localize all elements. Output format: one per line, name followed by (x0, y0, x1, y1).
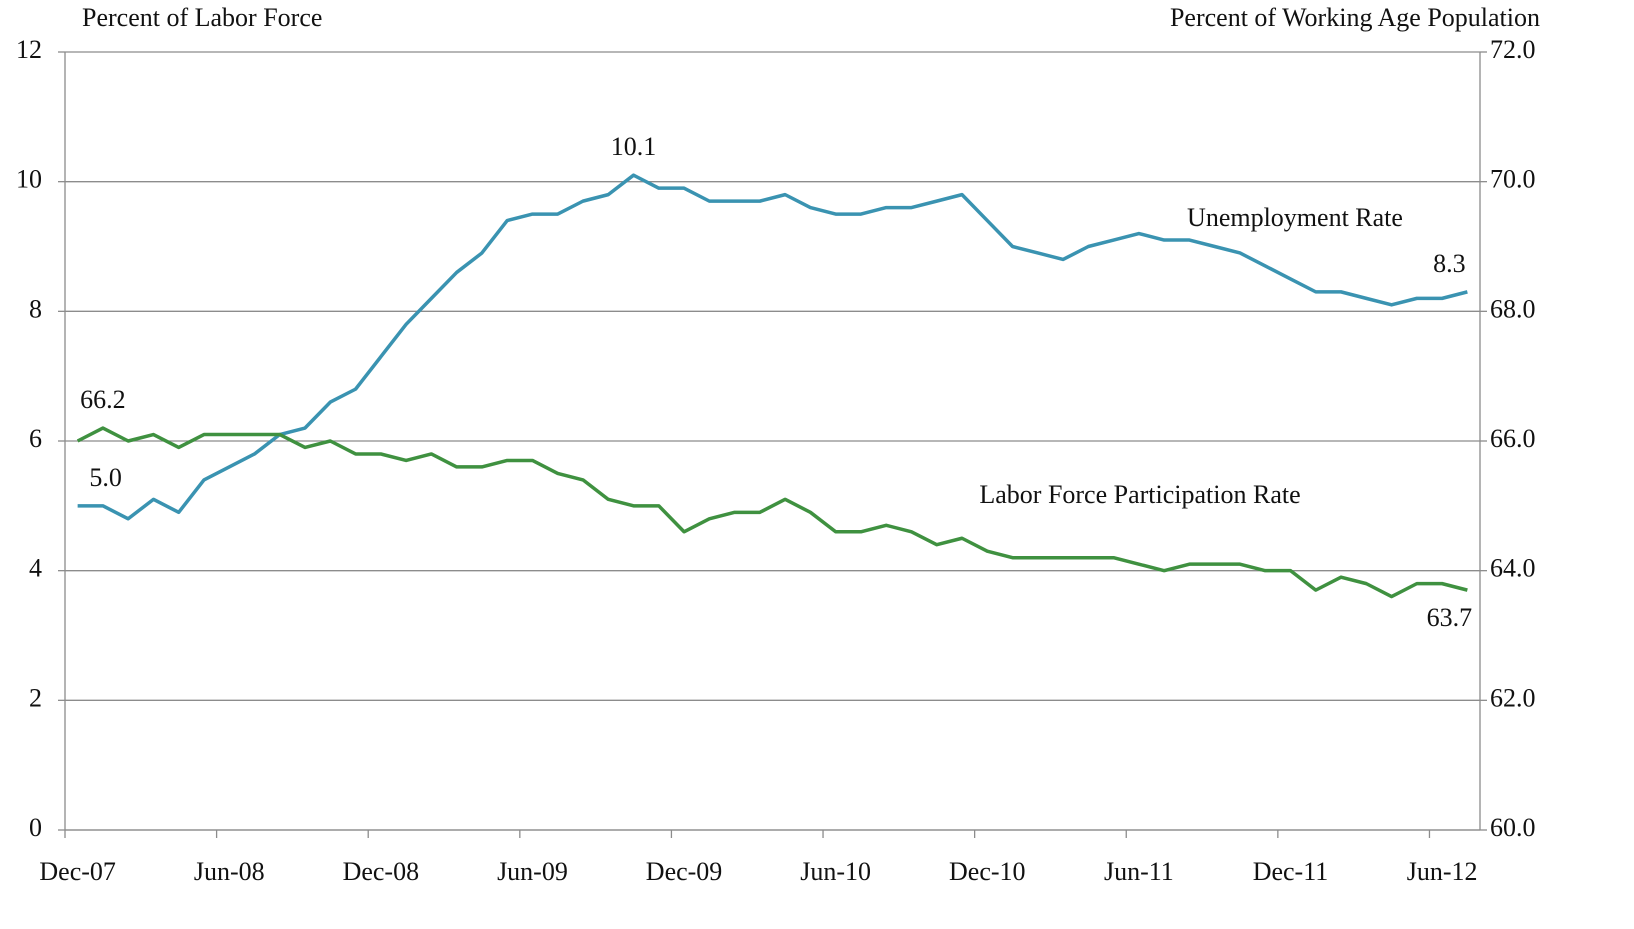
series-label: Unemployment Rate (1187, 203, 1403, 232)
series-label: Labor Force Participation Rate (979, 480, 1300, 509)
y2-tick-label: 62.0 (1490, 683, 1536, 712)
data-label: 8.3 (1433, 249, 1466, 278)
y-tick-label: 12 (16, 35, 42, 64)
x-tick-label: Jun-11 (1104, 857, 1174, 886)
y2-tick-label: 72.0 (1490, 35, 1536, 64)
series-line (76, 426, 1468, 599)
y-tick-label: 0 (29, 813, 42, 842)
x-tick-label: Dec-11 (1253, 857, 1329, 886)
data-label: 66.2 (80, 385, 126, 414)
y2-axis-label: Percent of Working Age Population (1170, 3, 1540, 32)
y2-tick-label: 68.0 (1490, 294, 1536, 323)
y-tick-label: 6 (29, 424, 42, 453)
y2-tick-label: 70.0 (1490, 165, 1536, 194)
x-tick-label: Jun-10 (800, 857, 871, 886)
y2-tick-label: 64.0 (1490, 554, 1536, 583)
series-line (77, 173, 1468, 521)
y2-tick-label: 60.0 (1490, 813, 1536, 842)
y-tick-label: 2 (29, 683, 42, 712)
y-tick-label: 10 (16, 165, 42, 194)
data-label: 63.7 (1427, 603, 1473, 632)
x-tick-label: Jun-09 (497, 857, 568, 886)
x-tick-label: Jun-12 (1407, 857, 1478, 886)
y-tick-label: 8 (29, 294, 42, 323)
y-tick-label: 4 (29, 554, 42, 583)
x-tick-label: Jun-08 (194, 857, 265, 886)
x-tick-label: Dec-08 (343, 857, 420, 886)
y-axis-label: Percent of Labor Force (82, 3, 322, 32)
data-label: 10.1 (611, 132, 657, 161)
x-tick-label: Dec-07 (39, 857, 116, 886)
x-tick-label: Dec-09 (646, 857, 723, 886)
x-tick-label: Dec-10 (949, 857, 1026, 886)
data-label: 5.0 (89, 463, 122, 492)
y2-tick-label: 66.0 (1490, 424, 1536, 453)
